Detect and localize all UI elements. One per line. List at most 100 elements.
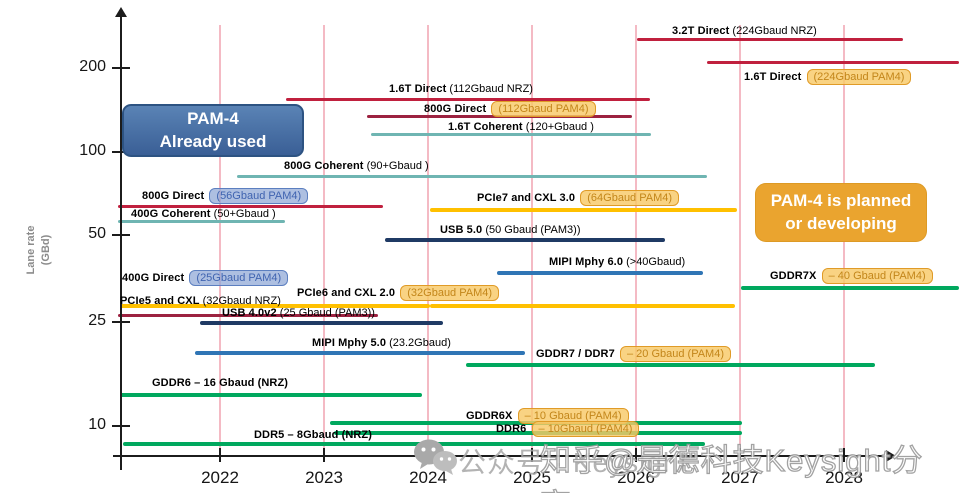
label-value: (25Gbaud PAM4) [189,270,289,286]
x-tick-label-2028: 2028 [825,468,863,487]
label-400g-direct-25-pam4: 400G Direct (25Gbaud PAM4) [122,270,289,286]
label-value: (50 Gbaud (PAM3)) [482,224,581,236]
x-axis-arrow-icon [886,450,896,462]
label-ddr6: DDR6 – 10Gbaud (PAM4) [496,421,640,437]
line-1.6t-direct-nrz [286,98,650,101]
label-value: (32Gbaud PAM4) [400,285,500,301]
label-name: PCIe5 and CXL [120,295,200,307]
annotation-line: or developing [785,213,897,233]
y-tick-label-10: 10 [88,416,106,433]
label-name: 1.6T Coherent [448,121,523,133]
line-1.6t-coherent [371,133,651,136]
label-name: 3.2T Direct [672,25,730,37]
label-value: (25 Gbaud (PAM3)) [276,307,375,319]
x-tick-2025 [531,448,533,462]
y-tick-10 [112,425,130,427]
x-tick-label-2022: 2022 [201,468,239,487]
label-ddr5: DDR5 – 8Gbaud (NRZ) [254,427,372,443]
label-name: PCIe6 and CXL 2.0 [297,287,399,299]
y-tick-label-100: 100 [79,142,106,159]
x-axis [113,455,889,457]
label-value: – 40 Gbaud (PAM4) [821,268,933,284]
label-value: (23.2Gbaud) [386,337,451,349]
label-name: 1.6T Direct [389,83,447,95]
annotation-pam4-planned: PAM-4 is planned or developing [755,183,927,242]
label-name: USB 4.0v2 [222,307,277,319]
label-name: GDDR6X [466,410,516,422]
y-tick-100 [112,151,130,153]
x-tick-label-2026: 2026 [617,468,655,487]
label-1.6t-direct-nrz: 1.6T Direct (112Gbaud NRZ) [389,81,533,97]
label-value: (224Gbaud PAM4) [806,69,912,85]
line-pcie7-cxl3 [430,208,737,212]
label-value: – 10Gbaud (PAM4) [531,421,640,437]
label-name: DDR6 [496,423,530,435]
y-tick-200 [112,67,130,69]
label-pcie7-cxl3: PCIe7 and CXL 3.0 (64Gbaud PAM4) [477,190,680,206]
y-tick-label-200: 200 [79,58,106,75]
label-value: (112Gbaud PAM4) [491,101,596,117]
label-gddr7-ddr7: GDDR7 / DDR7 – 20 Gbaud (PAM4) [536,346,731,362]
line-pcie5-cxl [120,304,430,308]
label-pcie5-cxl: PCIe5 and CXL (32Gbaud NRZ) [120,293,281,309]
year-gridline-2022 [219,25,221,452]
label-800g-direct-112-pam4: 800G Direct (112Gbaud PAM4) [424,101,596,117]
label-value: – 20 Gbaud (PAM4) [619,346,731,362]
label-1.6t-coherent: 1.6T Coherent (120+Gbaud ) [448,119,594,135]
line-gddr7-ddr7 [466,363,875,367]
watermark-zhihu-text: 知乎@是德科技Keysight分享. [539,442,924,493]
y-tick-label-25: 25 [88,312,106,329]
annotation-line: PAM-4 is planned [770,190,912,210]
y-axis [120,16,122,470]
label-name: GDDR7X [770,270,820,282]
y-axis-title-line2: (GBd) [39,234,52,266]
y-axis-title: Lane rate (GBd) [24,190,64,310]
line-gddr7x [741,286,959,290]
label-name: PCIe7 and CXL 3.0 [477,192,579,204]
label-gddr7x: GDDR7X – 40 Gbaud (PAM4) [770,268,933,284]
year-gridline-2023 [323,25,325,452]
label-name: GDDR6 – 16 Gbaud (NRZ) [152,377,289,389]
label-value: (120+Gbaud ) [522,121,594,133]
y-axis-title-line1: Lane rate [25,225,37,275]
line-400g-direct-25-pam4 [118,314,378,317]
label-gddr6x: GDDR6X – 10 Gbaud (PAM4) [466,408,629,424]
label-800g-direct-56-pam4: 800G Direct (56Gbaud PAM4) [142,188,309,204]
annotation-line: PAM-4 [187,108,239,128]
label-name: 800G Direct [424,103,490,115]
y-axis-arrow-icon [115,7,127,17]
label-name: 800G Coherent [284,160,364,172]
label-usb4v2: USB 4.0v2 (25 Gbaud (PAM3)) [222,305,375,321]
y-tick-25 [112,321,130,323]
x-tick-label-2023: 2023 [305,468,343,487]
line-1.6t-direct-pam4 [707,61,959,64]
wechat-icon [414,439,457,475]
y-tick-50 [112,234,130,236]
label-value: (>40Gbaud) [623,256,686,268]
line-mipi-mphy6 [497,271,703,275]
label-value: – 10 Gbaud (PAM4) [517,408,629,424]
line-usb5 [385,238,665,242]
y-tick-label-50: 50 [88,225,106,242]
annotation-pam4-already-used: PAM-4 Already used [122,104,304,157]
watermark-wechat-text: 公众号 · Keysight [458,447,689,478]
x-tick-2023 [323,448,325,462]
line-3.2t-direct-nrz [637,38,903,41]
year-gridline-2027 [739,25,741,452]
x-tick-2022 [219,448,221,462]
line-gddr6 [120,393,422,397]
label-name: 400G Coherent [131,208,211,220]
x-tick-label-2027: 2027 [721,468,759,487]
line-400g-coherent [118,220,285,223]
label-400g-coherent: 400G Coherent (50+Gbaud ) [131,206,276,222]
label-name: MIPI Mphy 5.0 [312,337,387,349]
annotation-line: Already used [159,131,267,151]
label-value: (112Gbaud NRZ) [446,83,533,95]
label-name: 400G Direct [122,272,188,284]
x-tick-2027 [739,448,741,462]
label-name: 1.6T Direct [744,71,805,83]
label-value: (64Gbaud PAM4) [580,190,680,206]
line-usb4v2 [200,321,443,325]
label-value: (56Gbaud PAM4) [209,188,309,204]
label-pcie6-cxl2: PCIe6 and CXL 2.0 (32Gbaud PAM4) [297,285,500,301]
